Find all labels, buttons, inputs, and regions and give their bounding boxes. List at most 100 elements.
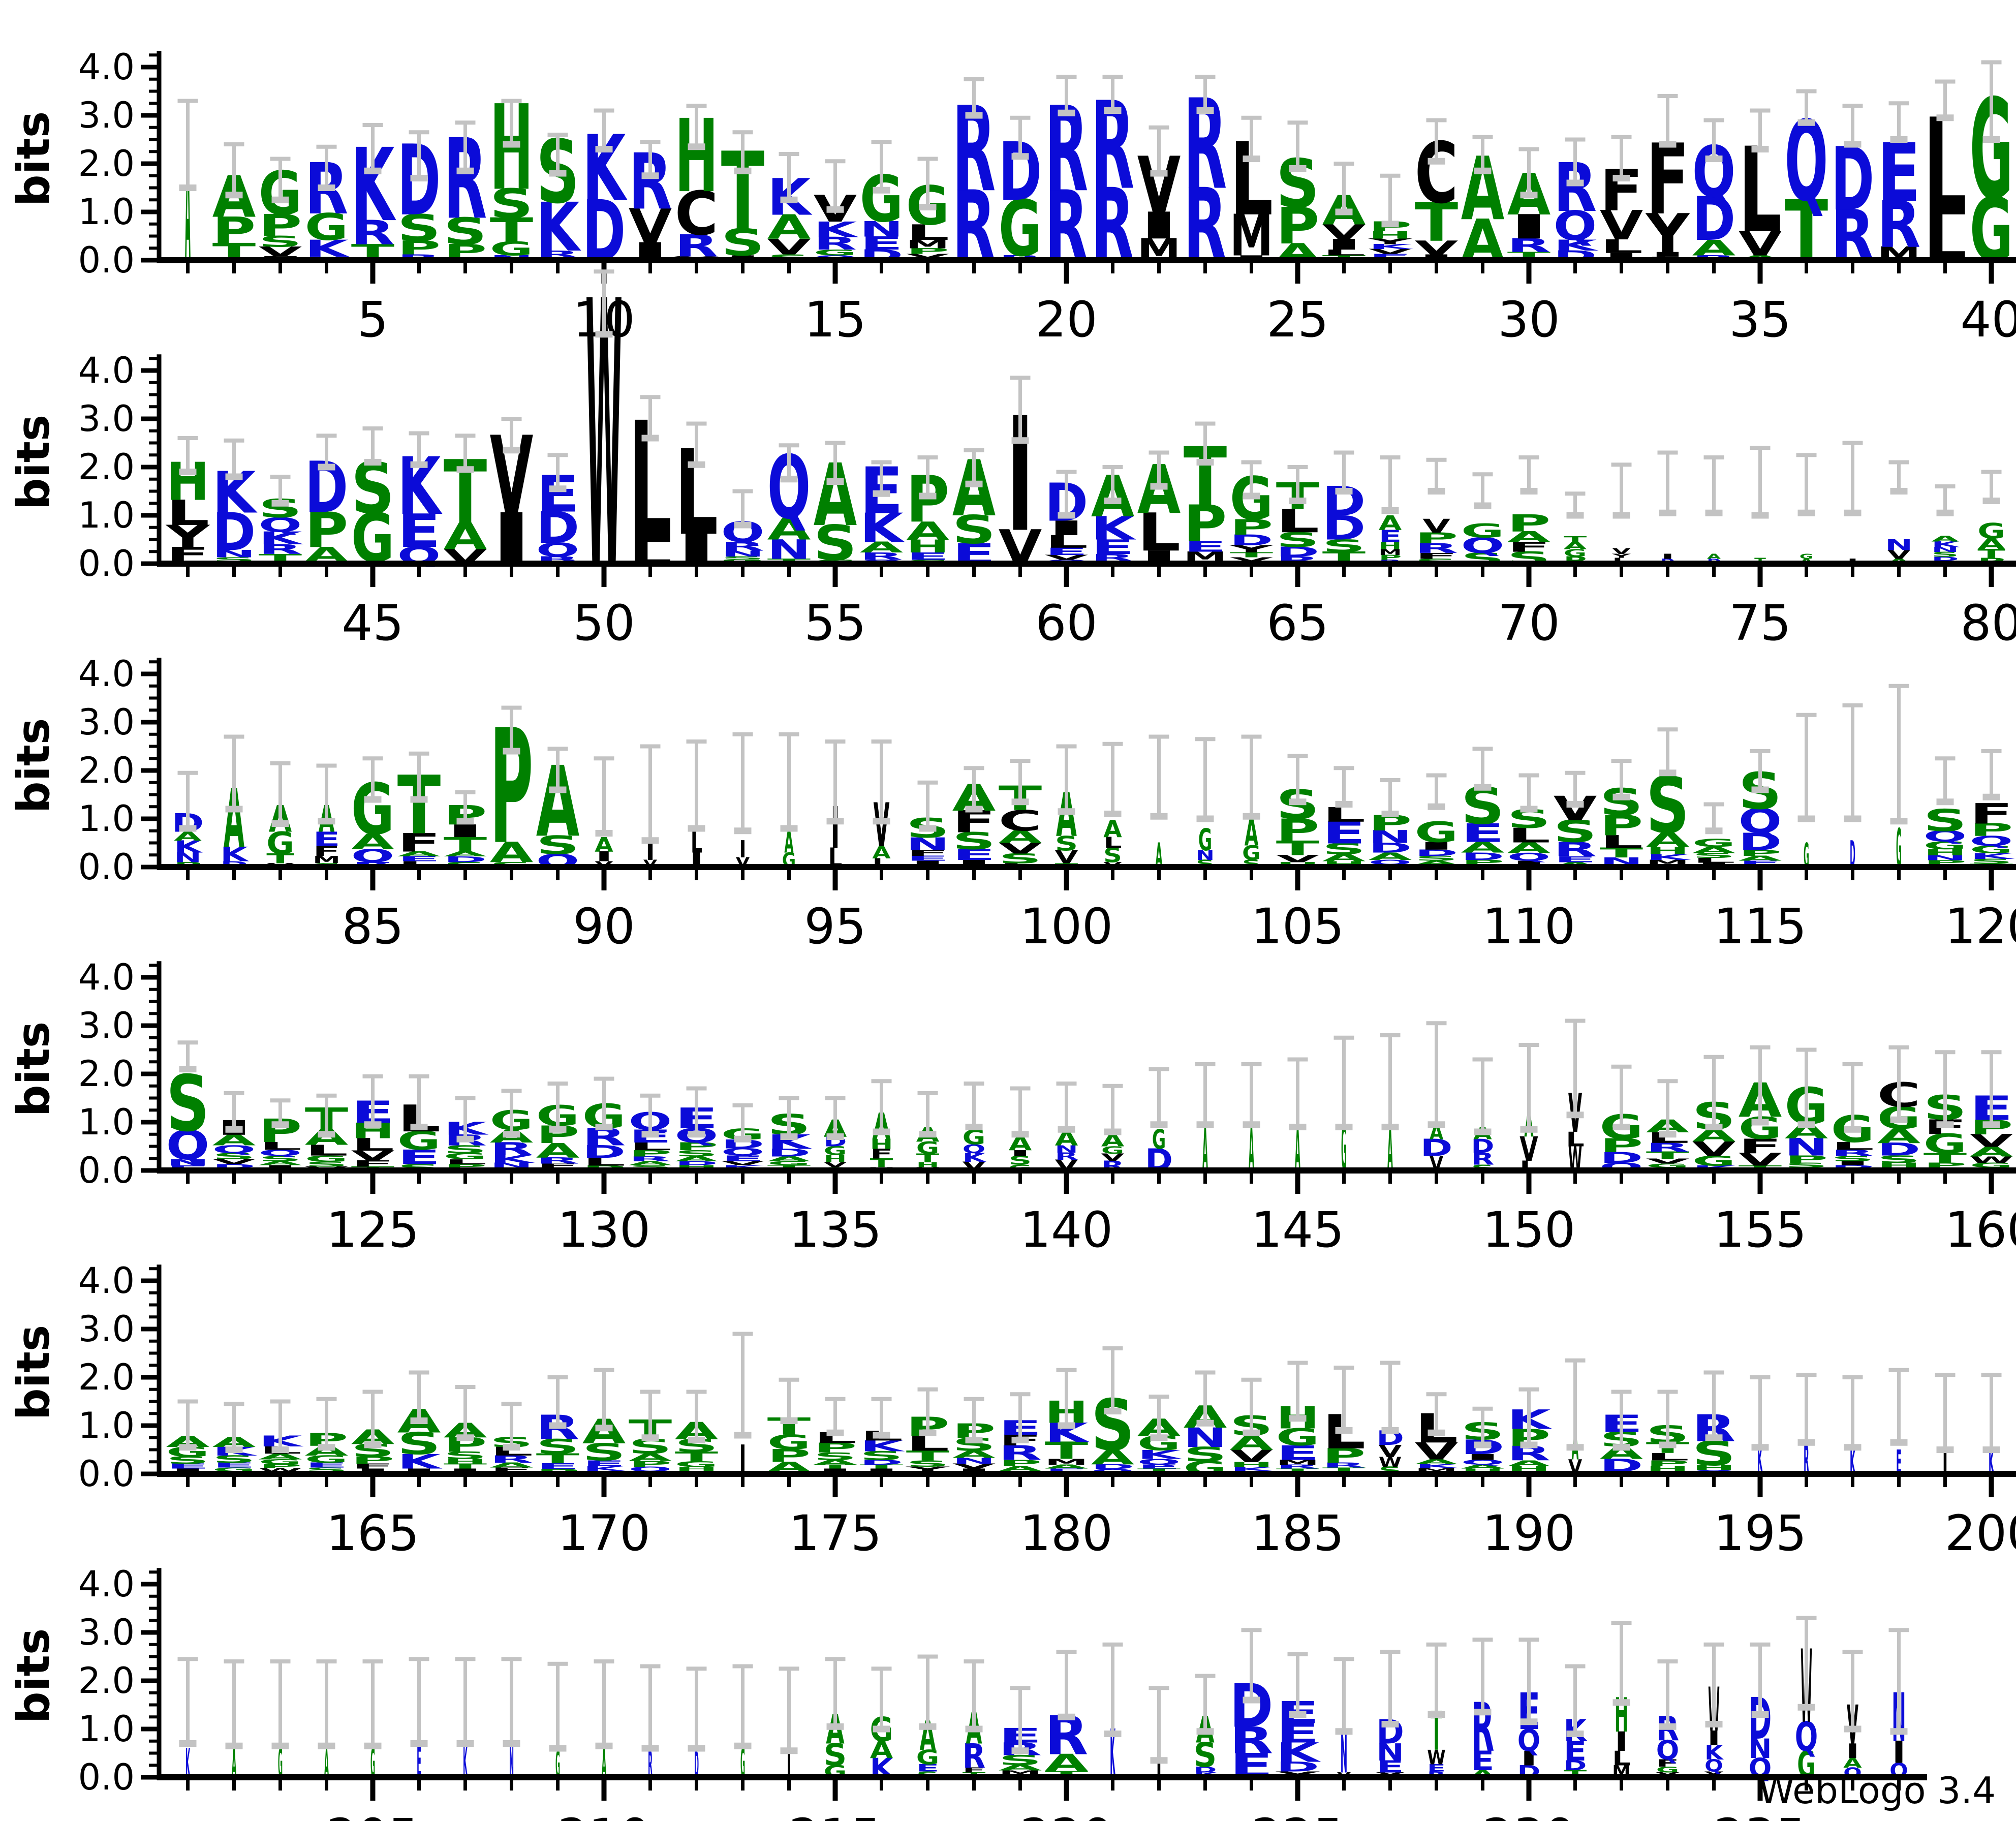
residue-letter: E	[212, 1461, 256, 1469]
stack-pos-74: DA	[1703, 455, 1724, 565]
x-tick-label: 125	[326, 1201, 419, 1258]
residue-letter: N	[1931, 546, 1959, 553]
residue-letter: K	[490, 1153, 536, 1166]
stack-pos-120: TSKGQPF	[1970, 749, 2015, 868]
stack-pos-8: NGTSH	[490, 80, 534, 262]
residue-letter: S	[1276, 528, 1320, 551]
stack-pos-90: VIA	[594, 756, 614, 869]
residue-letter: P	[212, 209, 256, 253]
residue-letter: E	[1091, 535, 1135, 559]
stack-pos-149: SRDA	[1471, 1057, 1494, 1172]
residue-letter: G	[490, 238, 534, 260]
residue-letter: P	[351, 1455, 395, 1466]
stack-pos-51: LL	[629, 387, 672, 582]
stack-pos-47: VAT	[444, 434, 487, 568]
stack-pos-182: VTEQKGA	[1137, 1395, 1183, 1475]
stack-pos-225: YDKEE	[1275, 1652, 1321, 1779]
stack-pos-89: QSA	[536, 745, 580, 871]
residue-letter: Q	[259, 1148, 302, 1158]
stack-pos-109: TPDAES	[1461, 747, 1504, 868]
stack-pos-99: LSVACT	[999, 759, 1042, 869]
residue-letter: I	[1415, 840, 1459, 853]
residue-letter: K	[397, 1450, 443, 1473]
stack-pos-4: AKGR	[305, 144, 350, 263]
stack-pos-41: VFYLH	[165, 436, 210, 566]
stack-pos-49: ARQDE	[536, 453, 580, 565]
stack-pos-115: HEAPDQS	[1739, 749, 1782, 868]
residue-letter: S	[166, 1060, 210, 1149]
residue-letter: P	[1276, 197, 1320, 255]
x-tick-label: 55	[804, 595, 866, 652]
residue-letter: P	[767, 1446, 811, 1466]
residue-letter: S	[629, 1164, 672, 1169]
residue-letter: K	[1757, 1437, 1763, 1484]
x-tick-label: 140	[1020, 1201, 1113, 1258]
residue-letter: V	[351, 1148, 395, 1164]
stack-pos-177: EYSTLP	[905, 1387, 951, 1475]
residue-letter: D	[536, 503, 580, 553]
residue-letter: H	[1369, 229, 1412, 241]
residue-letter: D	[582, 1142, 626, 1162]
residue-letter: V	[1422, 515, 1450, 537]
residue-letter: A	[1739, 854, 1782, 862]
stack-pos-181: QDAS	[1091, 1346, 1134, 1475]
residue-letter: S	[906, 1459, 950, 1469]
stack-pos-156: YSPNAG	[1784, 1047, 1829, 1171]
stack-pos-171: IQPAST	[629, 1390, 672, 1475]
residue-letter: H	[1461, 1468, 1505, 1472]
stack-pos-110: EIQALS	[1507, 773, 1550, 868]
stack-pos-56: QRAKE	[860, 454, 905, 565]
residue-letter: Q	[721, 1146, 765, 1158]
stack-pos-148: VDA	[1420, 1021, 1453, 1175]
residue-letter: K	[1970, 851, 2015, 860]
stack-pos-211: R	[640, 1664, 661, 1786]
stack-pos-146: G	[1333, 1035, 1354, 1186]
residue-letter: T	[860, 1464, 904, 1470]
stack-pos-155: TVFGA	[1739, 1045, 1782, 1172]
stack-pos-57: GEHAP	[906, 455, 949, 565]
stack-pos-66: GTSDD	[1322, 450, 1366, 565]
stack-pos-191: VA	[1565, 1358, 1586, 1478]
stack-pos-206: E	[409, 1657, 429, 1787]
stack-pos-150: LVA	[1518, 1043, 1539, 1174]
residue-letter: F	[536, 1162, 580, 1168]
stack-pos-223: KDSA	[1194, 1674, 1218, 1779]
residue-letter: T	[1507, 251, 1551, 258]
residue-letter: D	[1877, 1139, 1921, 1160]
residue-letter: S	[1184, 1442, 1227, 1466]
stack-pos-185: YTRMEGH	[1275, 1361, 1320, 1475]
residue-letter: V	[1415, 237, 1459, 259]
residue-letter: A	[1295, 1115, 1300, 1185]
stack-pos-237: QAIV	[1842, 1650, 1863, 1780]
residue-letter: A	[1249, 1115, 1254, 1185]
residue-letter: A	[767, 208, 811, 247]
residue-letter: P	[305, 502, 349, 559]
stack-pos-14: SVAK	[767, 152, 813, 262]
y-tick-label: 1.0	[78, 495, 135, 536]
residue-letter: D	[1420, 1134, 1453, 1161]
residue-letter: K	[860, 1438, 906, 1455]
residue-letter: T	[1276, 836, 1320, 859]
stack-pos-77: I	[1842, 441, 1863, 565]
residue-letter: G	[1415, 816, 1459, 849]
stack-pos-60: QVELID	[1045, 470, 1088, 565]
stack-pos-201: K	[177, 1657, 198, 1787]
stack-pos-163: NWPGALK	[259, 1399, 304, 1475]
residue-letter: F	[397, 828, 441, 857]
residue-letter: T	[1230, 551, 1274, 559]
residue-letter: T	[1600, 845, 1643, 861]
residue-letter: V	[629, 199, 672, 254]
stack-pos-219: NMASRE	[999, 1686, 1042, 1778]
x-tick-label: 145	[1251, 1201, 1344, 1258]
residue-letter: A	[1970, 1144, 2013, 1160]
residue-letter: N	[509, 1737, 514, 1787]
x-tick-label: 190	[1482, 1505, 1575, 1562]
residue-letter: G	[1276, 1424, 1320, 1451]
x-tick-label: 25	[1266, 291, 1328, 348]
y-tick-label: 0.0	[78, 239, 135, 281]
residue-letter: K	[582, 1465, 628, 1472]
residue-letter: G	[824, 1144, 847, 1158]
residue-letter: V	[1519, 1129, 1538, 1168]
x-tick-label: 75	[1729, 595, 1791, 652]
residue-letter: S	[1554, 814, 1597, 849]
